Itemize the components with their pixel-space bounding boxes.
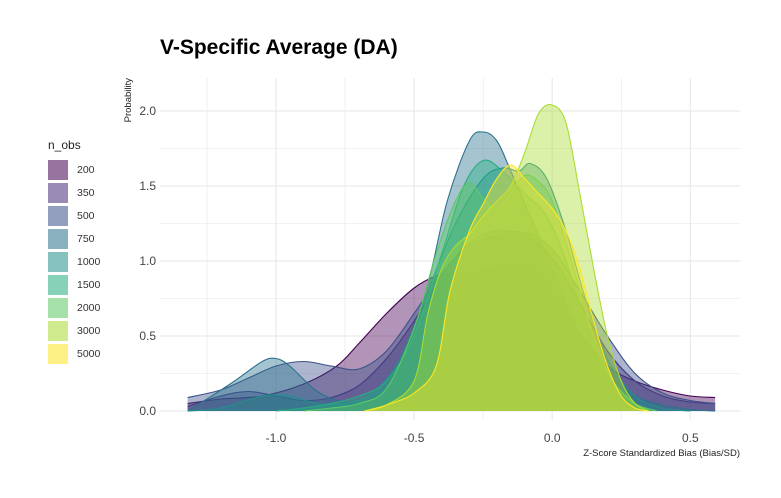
density-line-500 xyxy=(187,231,716,405)
y-tick-label: 0.5 xyxy=(139,329,156,343)
density-area-500 xyxy=(187,231,716,411)
area-layer xyxy=(187,104,716,412)
legend-label: 750 xyxy=(77,232,95,245)
density-area-3000 xyxy=(364,104,649,411)
legend-title: n_obs xyxy=(48,138,81,152)
legend-label: 350 xyxy=(77,186,95,199)
legend-swatch xyxy=(48,320,68,341)
x-tick-label: 0.5 xyxy=(682,431,699,445)
legend-label: 500 xyxy=(77,209,95,222)
density-area-350 xyxy=(187,230,716,411)
legend-swatch xyxy=(48,297,68,318)
density-area-750 xyxy=(187,131,716,411)
legend-label: 1500 xyxy=(77,278,101,291)
density-line-1500 xyxy=(275,159,658,412)
density-line-200 xyxy=(187,264,716,405)
axis-layer: -1.0 -0.5 0.0 0.5 0.0 0.5 1.0 1.5 2.0 Z-Score Sta… xyxy=(123,78,740,459)
legend-item-1000: 1000 xyxy=(48,250,100,273)
density-line-5000 xyxy=(364,164,649,412)
density-line-2000 xyxy=(303,174,658,412)
legend-swatch xyxy=(48,159,68,180)
density-area-1500 xyxy=(276,160,658,411)
legend-item-750: 750 xyxy=(48,227,100,250)
y-tick-label: 2.0 xyxy=(139,104,156,118)
x-tick-label: -1.0 xyxy=(266,431,287,445)
x-tick-label: -0.5 xyxy=(404,431,425,445)
x-axis-title: Z-Score Standardized Bias (Bias/SD) xyxy=(583,448,740,459)
legend-item-3000: 3000 xyxy=(48,319,100,342)
legend-item-500: 500 xyxy=(48,204,100,227)
legend-item-2000: 2000 xyxy=(48,296,100,319)
legend-label: 2000 xyxy=(77,301,101,314)
legend-item-200: 200 xyxy=(48,158,100,181)
grid-layer xyxy=(160,78,740,420)
legend-item-1500: 1500 xyxy=(48,273,100,296)
legend-items: 200 350 500 750 1000 1500 2000 3000 5000 xyxy=(48,158,100,365)
legend-swatch xyxy=(48,343,68,364)
legend-item-5000: 5000 xyxy=(48,342,100,365)
density-area-1000 xyxy=(187,163,691,411)
x-tick-label: 0.0 xyxy=(544,431,561,445)
legend-label: 1000 xyxy=(77,255,101,268)
y-tick-label: 1.0 xyxy=(139,254,156,268)
y-tick-label: 0.0 xyxy=(139,404,156,418)
legend: n_obs 200 350 500 750 1000 1500 2000 3000 5000 xyxy=(48,138,100,365)
legend-swatch xyxy=(48,274,68,295)
legend-label: 200 xyxy=(77,163,95,176)
legend-swatch xyxy=(48,205,68,226)
density-area-5000 xyxy=(364,165,649,411)
y-axis-title: Probability xyxy=(123,78,134,123)
legend-label: 5000 xyxy=(77,347,101,360)
chart-title: V-Specific Average (DA) xyxy=(160,36,398,59)
density-area-2000 xyxy=(303,174,658,411)
density-line-3000 xyxy=(364,104,650,412)
legend-swatch xyxy=(48,228,68,249)
density-area-200 xyxy=(187,265,716,411)
legend-label: 3000 xyxy=(77,324,101,337)
legend-item-350: 350 xyxy=(48,181,100,204)
y-tick-label: 1.5 xyxy=(139,179,156,193)
legend-swatch xyxy=(48,182,68,203)
legend-swatch xyxy=(48,251,68,272)
